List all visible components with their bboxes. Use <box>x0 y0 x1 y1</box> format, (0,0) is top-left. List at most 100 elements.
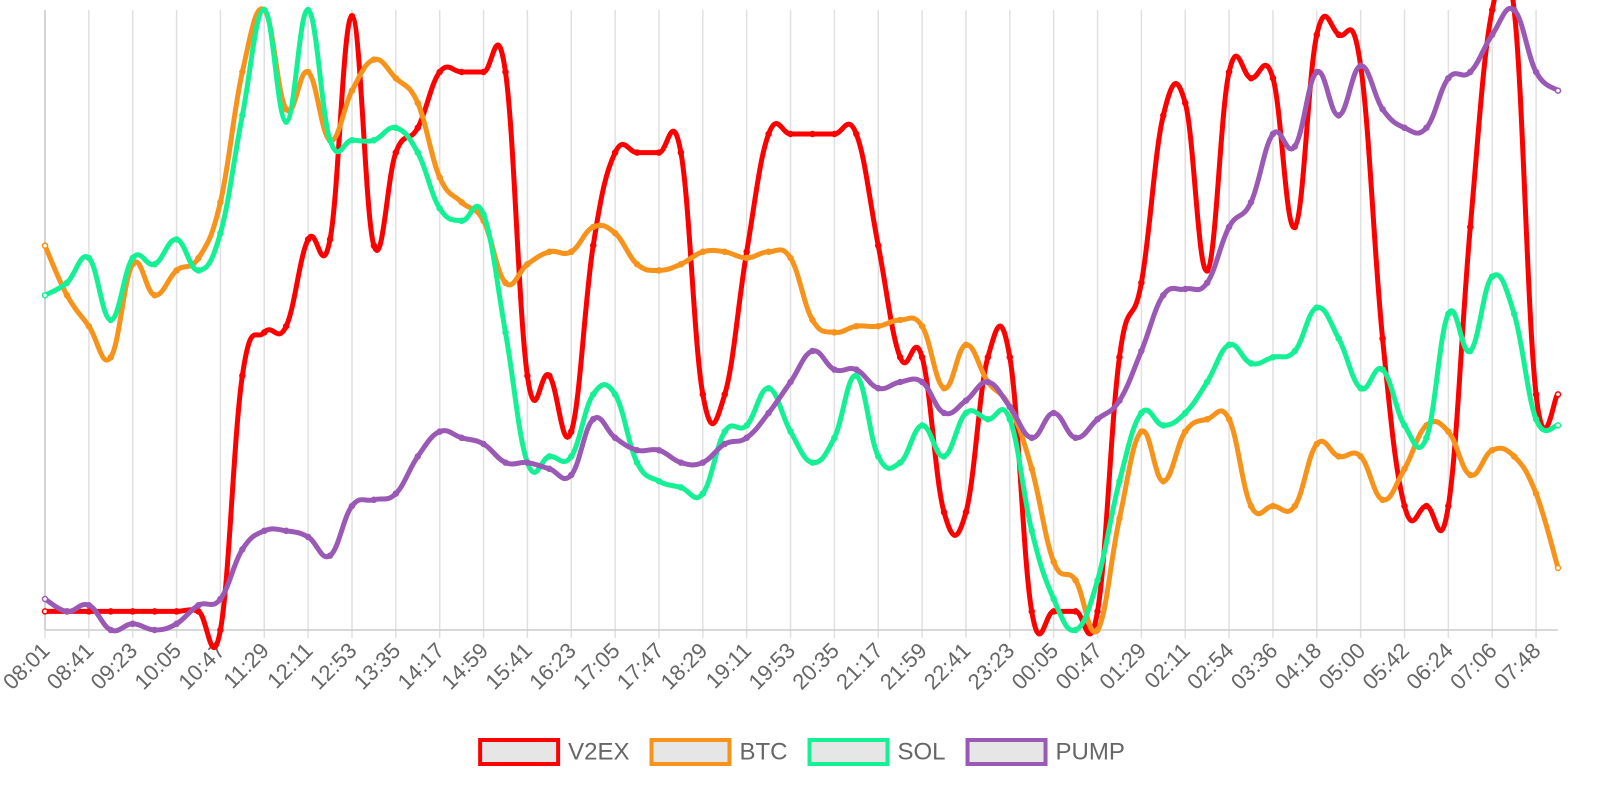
data-point <box>1488 273 1496 280</box>
data-point <box>348 12 356 20</box>
data-point <box>984 415 992 423</box>
data-point <box>458 198 465 206</box>
data-point <box>195 601 202 609</box>
data-point <box>546 372 553 380</box>
data-point <box>502 279 509 287</box>
data-point <box>436 205 443 212</box>
data-point <box>1357 62 1364 70</box>
x-tick-label: 18:29 <box>656 638 713 695</box>
data-point <box>1247 74 1255 82</box>
data-point <box>853 372 860 380</box>
x-tick-label: 14:59 <box>436 638 493 695</box>
data-point <box>743 422 750 429</box>
data-point <box>1181 428 1189 435</box>
data-point <box>853 322 860 330</box>
data-point <box>765 130 772 138</box>
data-point <box>655 267 663 274</box>
data-point <box>173 267 180 274</box>
data-point <box>1532 490 1540 497</box>
data-point <box>370 242 378 249</box>
data-point <box>918 322 926 330</box>
data-point <box>1510 453 1518 460</box>
data-point <box>1335 31 1342 39</box>
data-point <box>1488 31 1496 39</box>
x-tick-label: 12:53 <box>305 638 362 695</box>
data-point <box>1379 366 1386 373</box>
data-point <box>765 248 772 256</box>
data-point <box>546 465 553 473</box>
data-point <box>1160 112 1167 119</box>
data-point <box>1423 502 1430 510</box>
data-point <box>1181 409 1189 417</box>
data-point <box>633 446 641 454</box>
legend-item[interactable]: SOL <box>807 738 946 766</box>
data-point <box>1445 428 1452 435</box>
data-point <box>370 496 378 504</box>
x-tick-label: 11:29 <box>218 638 273 693</box>
data-point <box>1247 360 1255 367</box>
data-point <box>1160 477 1167 485</box>
data-point <box>1181 99 1189 107</box>
data-point <box>524 260 531 268</box>
data-point <box>1138 428 1145 435</box>
data-point <box>1072 626 1079 634</box>
data-point <box>151 626 158 634</box>
data-point <box>962 508 970 516</box>
data-point <box>1269 353 1277 361</box>
data-point <box>1094 608 1101 615</box>
data-point <box>1094 415 1101 423</box>
x-tick-label: 17:05 <box>568 638 625 695</box>
legend-item[interactable]: BTC <box>649 738 788 766</box>
data-point <box>326 236 334 243</box>
data-point <box>107 626 115 634</box>
data-point <box>721 440 729 448</box>
data-point <box>1510 6 1518 14</box>
data-point <box>129 608 136 615</box>
data-point <box>743 254 750 262</box>
data-point <box>151 291 158 299</box>
x-tick-label: 15:41 <box>480 638 537 695</box>
data-point <box>787 254 794 262</box>
data-point <box>1467 347 1474 355</box>
data-point <box>1225 68 1233 76</box>
legend-item[interactable]: PUMP <box>965 738 1125 766</box>
data-point <box>1291 347 1299 355</box>
data-point <box>962 397 970 404</box>
data-point <box>436 174 443 181</box>
data-point <box>1357 384 1364 392</box>
data-point <box>896 378 904 386</box>
data-point <box>348 136 356 144</box>
x-tick-label: 19:53 <box>743 638 800 695</box>
data-point <box>1116 397 1123 404</box>
data-point <box>1203 267 1211 274</box>
x-tick-label: 03:36 <box>1226 638 1283 695</box>
legend-label: V2EX <box>568 738 629 765</box>
data-point <box>1225 223 1233 231</box>
data-point <box>107 608 115 615</box>
x-tick-label: 10:05 <box>129 638 186 695</box>
data-point <box>239 546 246 553</box>
x-tick-label: 17:47 <box>612 638 669 695</box>
data-point <box>874 322 882 330</box>
data-point <box>304 533 312 541</box>
data-point <box>282 322 290 330</box>
data-point <box>217 229 224 237</box>
legend-label: SOL <box>898 738 946 765</box>
data-point <box>568 453 575 460</box>
data-point <box>1401 422 1408 429</box>
data-point <box>1554 422 1562 429</box>
x-tick-label: 02:54 <box>1182 638 1239 695</box>
data-point <box>677 484 685 491</box>
data-point <box>589 242 597 249</box>
data-point <box>1554 87 1562 94</box>
data-point <box>1225 415 1233 423</box>
legend-item[interactable]: V2EX <box>478 738 630 766</box>
x-tick-label: 07:48 <box>1489 638 1546 695</box>
data-point <box>809 316 816 324</box>
data-point <box>326 552 334 559</box>
data-point <box>1006 403 1014 411</box>
legend-swatch <box>478 738 561 766</box>
x-tick-label: 05:42 <box>1357 638 1414 695</box>
data-point <box>611 434 619 442</box>
legend-label: PUMP <box>1056 738 1125 765</box>
